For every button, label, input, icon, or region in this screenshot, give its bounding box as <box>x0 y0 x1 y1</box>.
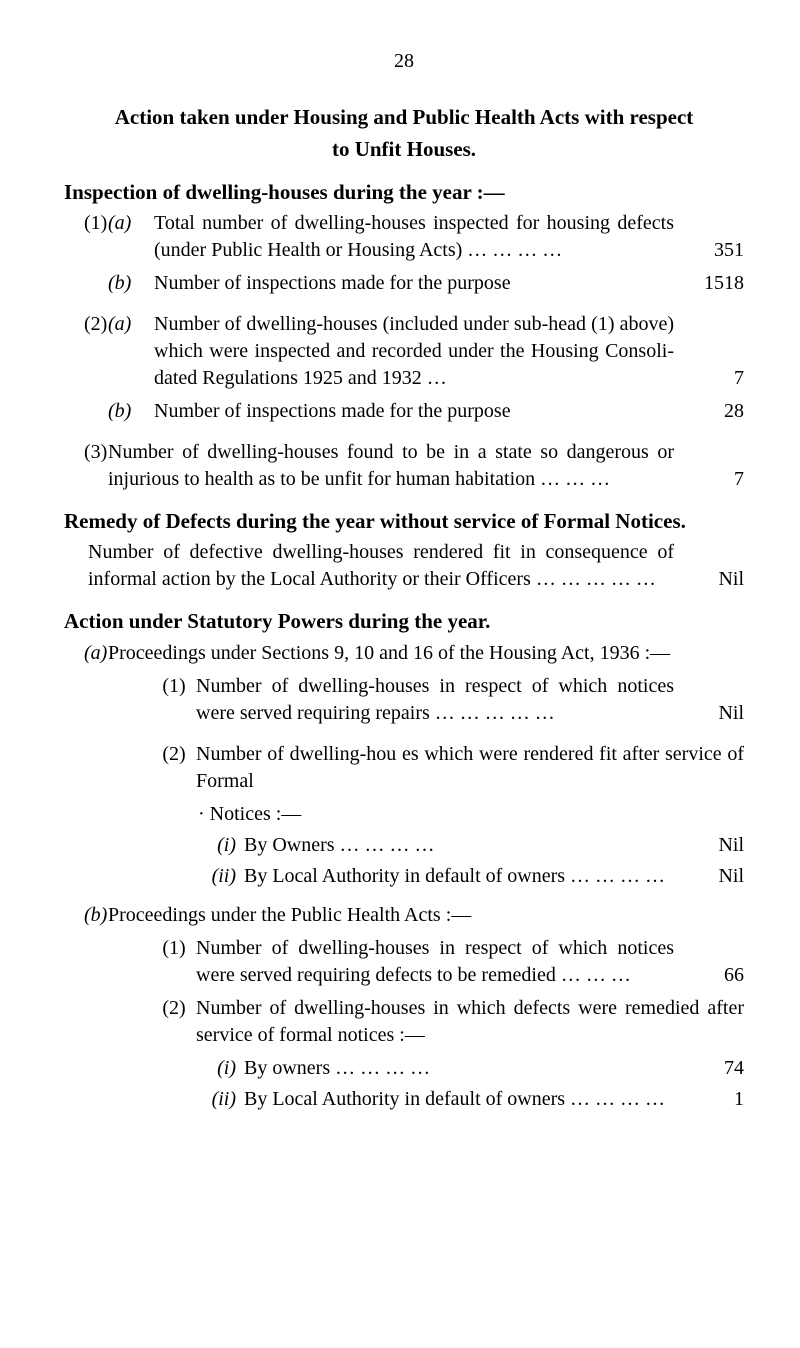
action-b-row: (b) Proceedings under the Public Health … <box>64 902 744 929</box>
text-1a: Total number of dwelling-houses inspecte… <box>154 210 686 264</box>
action-a2ii-row: (ii) By Local Authority in default of ow… <box>196 863 744 890</box>
action-heading: Action under Statutory Powers during the… <box>64 607 744 635</box>
value-1a: 351 <box>686 237 744 264</box>
marker-2a: (a) <box>108 311 154 338</box>
marker-action-b: (b) <box>64 902 108 929</box>
inspection-1b-row: (b) Number of inspections made for the p… <box>64 270 744 297</box>
value-b1: 66 <box>686 962 744 989</box>
action-a-row: (a) Proceedings under Sections 9, 10 and… <box>64 640 744 667</box>
action-b-intro: Proceedings under the Public Health Acts… <box>108 902 744 929</box>
text-b2i: By owners … … … … <box>244 1055 686 1082</box>
value-b2ii: 1 <box>686 1086 744 1113</box>
action-b2ii-row: (ii) By Local Authority in default of ow… <box>196 1086 744 1113</box>
inspection-2b-row: (b) Number of inspections made for the p… <box>64 398 744 425</box>
value-a2i: Nil <box>686 832 744 859</box>
main-title-line2: to Unfit Houses. <box>64 135 744 163</box>
marker-1a: (a) <box>108 210 154 237</box>
marker-2b: (b) <box>108 398 154 425</box>
value-2b: 28 <box>686 398 744 425</box>
marker-b2: (2) <box>152 995 196 1049</box>
text-b1: Number of dwelling-houses in respect of … <box>196 935 686 989</box>
inspection-heading: Inspection of dwelling-houses during the… <box>64 178 744 206</box>
marker-a2i: (i) <box>196 832 244 859</box>
action-b2i-row: (i) By owners … … … … 74 <box>196 1055 744 1082</box>
marker-1: (1) <box>64 210 108 237</box>
remedy-row: Number of defective dwelling-houses rend… <box>64 539 744 593</box>
remedy-text: Number of defective dwelling-houses rend… <box>64 539 686 593</box>
value-b2i: 74 <box>686 1055 744 1082</box>
action-a2-row: (2) Number of dwelling-hou es which were… <box>152 741 744 795</box>
marker-a2ii: (ii) <box>196 863 244 890</box>
text-3: Number of dwelling-houses found to be in… <box>108 439 686 493</box>
marker-a2: (2) <box>152 741 196 795</box>
marker-3: (3) <box>64 439 108 466</box>
marker-2: (2) <box>64 311 108 338</box>
value-2a: 7 <box>686 365 744 392</box>
marker-b1: (1) <box>152 935 196 989</box>
main-title-line1: Action taken under Housing and Public He… <box>64 103 744 131</box>
remedy-heading: Remedy of Defects during the year withou… <box>64 507 744 535</box>
value-3: 7 <box>686 466 744 493</box>
action-b2-row: (2) Number of dwelling-houses in which d… <box>152 995 744 1049</box>
text-a2i: By Owners … … … … <box>244 832 686 859</box>
remedy-value: Nil <box>686 566 744 593</box>
text-a2: Number of dwelling-hou es which were ren… <box>196 741 744 795</box>
value-a1: Nil <box>686 700 744 727</box>
text-a1: Number of dwelling-houses in respect of … <box>196 673 686 727</box>
action-a1-row: (1) Number of dwelling-houses in respect… <box>152 673 744 727</box>
text-b2: Number of dwelling-houses in which defec… <box>196 995 744 1049</box>
action-a-intro: Proceedings under Sections 9, 10 and 16 … <box>108 640 744 667</box>
text-a2ii: By Local Authority in default of owners … <box>244 863 686 890</box>
marker-b2ii: (ii) <box>196 1086 244 1113</box>
value-a2ii: Nil <box>686 863 744 890</box>
value-1b: 1518 <box>686 270 744 297</box>
text-2b: Number of inspections made for the purpo… <box>154 398 686 425</box>
inspection-1a-row: (1) (a) Total number of dwelling-houses … <box>64 210 744 264</box>
inspection-3-row: (3) Number of dwelling-houses found to b… <box>64 439 744 493</box>
inspection-2a-row: (2) (a) Number of dwelling-houses (inclu… <box>64 311 744 392</box>
text-2a: Number of dwelling-houses (included unde… <box>154 311 686 392</box>
notices-line: · Notices :— <box>198 801 744 828</box>
text-b2ii: By Local Authority in default of owners … <box>244 1086 686 1113</box>
marker-a1: (1) <box>152 673 196 727</box>
action-b1-row: (1) Number of dwelling-houses in respect… <box>152 935 744 989</box>
text-1b: Number of inspections made for the purpo… <box>154 270 686 297</box>
marker-1b: (b) <box>108 270 154 297</box>
page-number: 28 <box>64 48 744 75</box>
marker-b2i: (i) <box>196 1055 244 1082</box>
action-a2i-row: (i) By Owners … … … … Nil <box>196 832 744 859</box>
marker-action-a: (a) <box>64 640 108 667</box>
